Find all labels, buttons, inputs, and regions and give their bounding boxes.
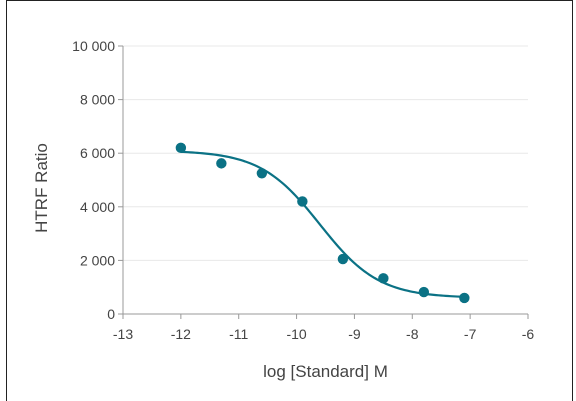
grid-lines bbox=[123, 45, 528, 261]
y-tick-label: 6 000 bbox=[80, 145, 115, 161]
axes bbox=[122, 46, 528, 315]
data-points bbox=[175, 142, 470, 304]
x-tick-label: -13 bbox=[113, 326, 133, 342]
x-tick-label: -12 bbox=[171, 326, 191, 342]
y-tick-label: 0 bbox=[107, 306, 115, 322]
y-axis-title: HTRF Ratio bbox=[32, 143, 51, 233]
x-tick-label: -9 bbox=[348, 326, 361, 342]
data-point bbox=[297, 196, 308, 207]
data-point bbox=[378, 273, 389, 284]
x-tick-label: -6 bbox=[522, 326, 535, 342]
data-point bbox=[175, 142, 187, 154]
fit-curve bbox=[180, 150, 468, 299]
x-axis-title: log [Standard] M bbox=[263, 362, 388, 381]
x-axis-ticks: -13 -12 -11 -10 -9 -8 -7 -6 bbox=[113, 314, 535, 342]
y-tick-label: 4 000 bbox=[80, 199, 115, 215]
data-point bbox=[418, 286, 430, 298]
data-point bbox=[216, 158, 227, 169]
x-tick-label: -8 bbox=[406, 326, 419, 342]
chart-frame bbox=[6, 0, 573, 401]
y-tick-label: 10 000 bbox=[72, 38, 115, 54]
y-tick-label: 8 000 bbox=[80, 92, 115, 108]
data-point bbox=[459, 292, 470, 304]
y-tick-label: 2 000 bbox=[80, 252, 115, 268]
x-tick-label: -10 bbox=[286, 326, 306, 342]
x-tick-label: -7 bbox=[464, 326, 477, 342]
x-tick-label: -11 bbox=[229, 326, 248, 342]
data-point bbox=[256, 168, 268, 179]
y-axis-ticks: 0 2 000 4 000 6 000 8 000 10 000 bbox=[72, 38, 123, 322]
data-point bbox=[337, 253, 349, 265]
